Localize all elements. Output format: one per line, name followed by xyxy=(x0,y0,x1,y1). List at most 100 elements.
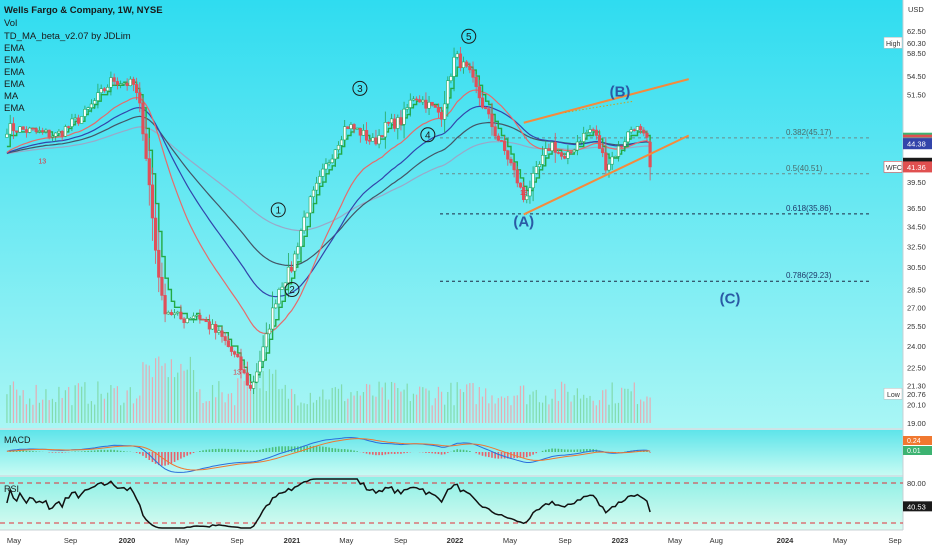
volume-bar xyxy=(548,404,550,423)
candle-body xyxy=(154,217,158,251)
volume-bar xyxy=(142,362,144,423)
candle-body xyxy=(525,195,529,200)
volume-bar xyxy=(237,378,239,423)
macd-histogram-bar xyxy=(541,450,544,452)
candle-body xyxy=(613,156,617,158)
candle-body xyxy=(480,97,485,108)
volume-bar xyxy=(353,395,355,423)
macd-histogram-bar xyxy=(32,451,34,452)
volume-bar xyxy=(362,392,365,423)
td-count-label: 13 xyxy=(520,190,528,197)
candle-body xyxy=(371,137,375,142)
macd-histogram-bar xyxy=(431,452,433,454)
candle-body xyxy=(166,312,170,315)
volume-bars xyxy=(6,356,651,423)
candle-body xyxy=(468,65,472,71)
macd-histogram-bar xyxy=(428,452,430,454)
macd-signal-line xyxy=(6,438,651,471)
macd-histogram-bar xyxy=(381,452,383,456)
macd-histogram-bar xyxy=(507,452,509,459)
b-wave-channel[interactable] xyxy=(523,78,690,216)
macd-histogram-bar xyxy=(309,445,312,452)
macd-histogram-bar xyxy=(522,452,525,458)
macd-histogram-bar xyxy=(97,450,99,452)
candle-body xyxy=(201,318,205,321)
volume-bar xyxy=(412,393,415,423)
volume-bar xyxy=(507,395,509,423)
macd-histogram-bar xyxy=(362,452,365,453)
macd-value: 0.01 xyxy=(907,448,921,455)
macd-indicator: 0.24 0.01 xyxy=(6,436,932,473)
candle-body xyxy=(632,129,636,131)
volume-bar xyxy=(312,402,315,423)
volume-bar xyxy=(215,397,217,423)
candle-body xyxy=(37,130,42,132)
volume-bar xyxy=(290,388,293,423)
time-tick-label: May xyxy=(339,536,353,545)
macd-histogram-bar xyxy=(488,452,490,458)
macd-histogram-bar xyxy=(544,449,547,452)
candle-body xyxy=(512,162,516,171)
volume-bar xyxy=(164,363,166,423)
volume-bar xyxy=(444,404,446,423)
td-count-label: 13 xyxy=(233,370,241,377)
macd-histogram-bar xyxy=(529,452,531,457)
candle-body xyxy=(588,129,592,133)
candle-body xyxy=(544,148,548,156)
macd-histogram-bar xyxy=(372,452,374,455)
price-tick-label: 54.50 xyxy=(907,72,926,81)
rsi-pane-background xyxy=(0,477,903,530)
candle-body xyxy=(150,184,155,219)
volume-bar xyxy=(136,398,138,423)
candle-body xyxy=(461,61,466,68)
price-pane-background xyxy=(0,0,903,428)
macd-histogram-bar xyxy=(491,452,493,458)
macd-histogram-bar xyxy=(281,446,283,452)
volume-bar xyxy=(485,388,487,423)
candle-body xyxy=(610,156,614,165)
volume-bar xyxy=(68,386,70,423)
macd-histogram-bar xyxy=(51,452,54,453)
macd-histogram-bar xyxy=(425,452,427,453)
macd-histogram-bar xyxy=(636,450,639,452)
price-tick-label: 32.50 xyxy=(907,242,926,251)
volume-bar xyxy=(151,377,154,423)
macd-histogram-bar xyxy=(183,452,185,458)
volume-bar xyxy=(284,384,286,423)
time-tick-label: May xyxy=(833,536,847,545)
volume-bar xyxy=(145,364,147,423)
volume-bar xyxy=(390,381,393,423)
candle-body xyxy=(330,158,334,163)
rsi-indicator: 80.00 40.53 xyxy=(0,478,932,529)
volume-bar xyxy=(84,382,86,423)
candle-body xyxy=(18,126,22,133)
macd-histogram-bar xyxy=(138,452,141,454)
candle-body xyxy=(109,77,113,88)
candle-body xyxy=(531,173,535,189)
candle-body xyxy=(642,129,646,134)
macd-histogram-bar xyxy=(58,452,60,453)
macd-histogram-bar xyxy=(497,452,500,459)
volume-bar xyxy=(504,397,506,423)
macd-histogram-bar xyxy=(106,449,109,452)
macd-histogram-bar xyxy=(406,452,408,453)
volume-bar xyxy=(567,391,569,423)
time-axis[interactable] xyxy=(0,530,932,550)
volume-bar xyxy=(116,386,118,423)
volume-bar xyxy=(535,389,537,423)
volume-bar xyxy=(617,402,620,423)
candle-body xyxy=(264,333,268,348)
volume-bar xyxy=(29,398,31,423)
volume-bar xyxy=(532,391,534,423)
macd-histogram-bar xyxy=(287,446,290,452)
price-tick-label: 28.50 xyxy=(907,286,926,295)
candle-body xyxy=(349,124,353,130)
macd-histogram-bar xyxy=(214,448,217,452)
fib-retracement: 0.382(45.17) 0.5(40.51) 0.618(35.86) 0.786(… xyxy=(440,128,870,282)
candle-body xyxy=(233,351,237,355)
volume-bar xyxy=(611,382,613,423)
candle-body xyxy=(138,92,142,104)
ticker-tag xyxy=(883,161,903,173)
macd-value: 0.24 xyxy=(907,438,921,445)
